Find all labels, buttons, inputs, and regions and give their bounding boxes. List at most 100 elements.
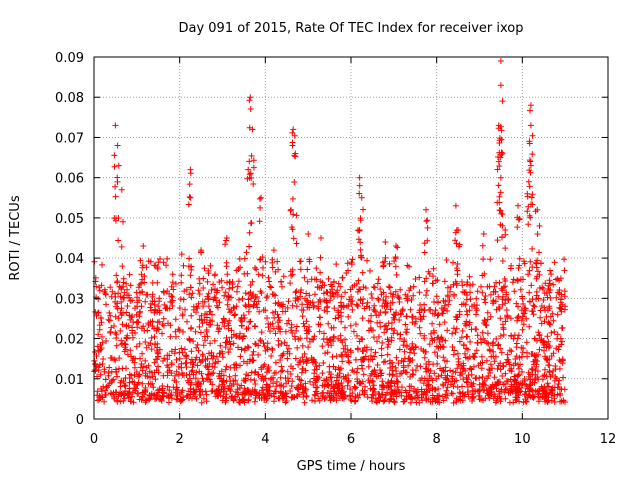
data-point [435,298,441,305]
data-point [142,372,149,379]
data-point [381,258,388,265]
data-point [139,389,146,396]
data-point [318,235,324,241]
data-point [187,194,194,201]
data-point [321,330,327,337]
data-point [430,273,436,280]
data-point [204,371,211,378]
data-point [284,368,291,375]
data-point [112,122,119,129]
data-point [429,337,436,344]
data-point [548,271,555,278]
data-point [446,297,453,304]
data-point [433,293,440,300]
y-tick-label: 0.05 [55,212,84,227]
y-tick-label: 0.08 [55,91,84,106]
data-point [526,167,533,174]
data-point [494,199,501,206]
data-point [328,342,335,349]
data-point [532,335,538,342]
data-point [439,310,446,317]
data-point [541,304,548,311]
data-point [180,328,186,335]
data-point [534,231,541,237]
data-point [125,292,132,299]
data-point [524,190,531,197]
data-point [344,346,351,353]
data-point [230,304,237,311]
data-point [409,371,416,377]
data-point [146,368,153,375]
data-point [247,318,254,325]
data-point [224,271,231,278]
data-point [434,360,441,367]
data-point [188,348,195,355]
data-point [498,349,505,356]
data-point [561,267,568,274]
data-point [408,296,415,303]
data-point [244,270,251,277]
data-point [459,397,466,404]
data-point [149,291,156,298]
data-point [297,382,304,389]
data-point [375,390,382,397]
data-point [206,322,213,328]
data-point [118,243,125,250]
data-point [520,276,526,283]
data-point [435,373,442,380]
data-point [299,366,306,373]
data-point [172,280,179,287]
data-point [499,98,506,105]
data-point [317,321,324,328]
data-point [362,383,368,390]
data-point [514,373,521,380]
data-point [461,341,467,348]
data-point [272,359,279,366]
data-point [202,388,209,395]
data-point [156,298,163,305]
data-point [499,373,506,379]
data-point [394,292,401,299]
data-point [369,356,376,363]
data-point [532,208,539,215]
data-point [353,369,360,376]
data-point [166,387,173,394]
data-point [268,353,275,359]
data-point [255,351,262,358]
data-point [319,343,326,350]
data-point [251,377,258,384]
data-point [232,377,239,384]
data-point [303,318,310,325]
data-point [251,323,258,329]
data-point [319,370,326,377]
data-point [350,328,357,335]
data-point [453,316,460,323]
data-point [157,395,164,402]
y-tick-label: 0.02 [55,333,84,348]
data-point [335,382,342,389]
data-point [193,369,200,376]
data-point [275,299,282,306]
data-point [173,356,180,363]
data-point [102,376,109,383]
data-point [110,391,116,398]
data-point [200,378,207,385]
data-point [441,278,448,285]
data-point [139,367,146,374]
data-point [128,353,135,360]
data-point [275,314,282,321]
data-point [461,393,468,400]
data-point [155,259,162,266]
data-point [187,375,194,382]
y-axis-title: ROTI / TECUs [8,195,23,280]
data-point [503,378,510,384]
data-point [272,330,279,337]
data-point [228,307,235,314]
data-point [282,328,289,335]
data-point [194,341,201,348]
data-point [536,332,543,339]
data-point [423,218,430,225]
data-point [527,258,534,265]
data-point [114,398,121,405]
data-point [558,308,565,315]
